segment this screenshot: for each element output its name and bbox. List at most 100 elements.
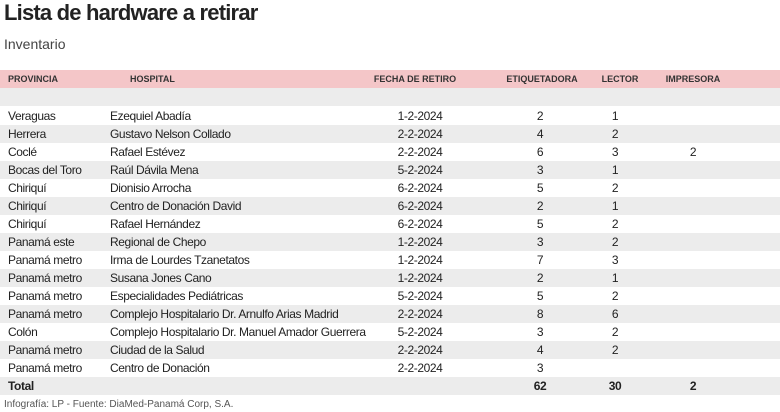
table-cell: Colón [8,325,38,339]
column-header: ETIQUETADORA [506,74,578,84]
table-row: Panamá metro Irma de Lourdes Tzanetatos 1-… [0,251,780,269]
table-cell: 2 [536,271,544,285]
table-cell: Regional de Chepo [110,235,206,249]
table-cell: Complejo Hospitalario Dr. Arnulfo Arias … [110,307,339,321]
table-cell: 6-2-2024 [397,217,443,231]
table-cell: Herrera [8,127,46,141]
column-header: FECHA DE RETIRO [373,74,457,84]
column-header: LECTOR [601,74,639,84]
table-cell: Irma de Lourdes Tzanetatos [110,253,250,267]
table-cell: Panamá metro [8,271,82,285]
table-cell: 6 [611,307,619,321]
table-cell: 2-2-2024 [397,307,443,321]
table-cell: 3 [536,361,544,375]
table-cell: Complejo Hospitalario Dr. Manuel Amador … [110,325,366,339]
table-row: Panamá metro Susana Jones Cano 1-2-2024 2 1 [0,269,780,287]
table-cell: 5 [536,181,544,195]
table-cell: 8 [536,307,544,321]
table-cell: 2 [611,289,619,303]
table-cell: 6-2-2024 [397,199,443,213]
table-cell: 2 [689,379,697,393]
table-cell: 1 [611,199,619,213]
table-cell: Raúl Dávila Mena [110,163,199,177]
table-cell: 1 [611,163,619,177]
table-row: Panamá metro Centro de Donación 2-2-2024 3 [0,359,780,377]
table-cell: Coclé [8,145,37,159]
table-cell: Especialidades Pediátricas [110,289,244,303]
table-cell: 2-2-2024 [397,343,443,357]
table-cell: 1-2-2024 [397,271,443,285]
table-cell: 2 [611,217,619,231]
table-cell: 2 [611,181,619,195]
table-cell: Ciudad de la Salud [110,343,205,357]
table-cell: Gustavo Nelson Collado [110,127,231,141]
table-cell: 5-2-2024 [397,325,443,339]
table-row: Herrera Gustavo Nelson Collado 2-2-2024 4 2 [0,125,780,143]
table-row: Bocas del Toro Raúl Dávila Mena 5-2-2024 3 1 [0,161,780,179]
table-cell: Chiriquí [8,181,47,195]
table-row: Chiriquí Rafael Hernández 6-2-2024 5 2 [0,215,780,233]
table-cell: 2 [536,109,544,123]
total-row: Total 62 30 2 [0,377,780,395]
table-cell: 5 [536,217,544,231]
table-row: Panamá este Regional de Chepo 1-2-2024 3 2 [0,233,780,251]
table-cell: Susana Jones Cano [110,271,212,285]
table-cell: 6 [536,145,544,159]
table-cell: 7 [536,253,544,267]
table-cell: 6-2-2024 [397,181,443,195]
table-cell: Panamá metro [8,307,82,321]
table-cell: 1-2-2024 [397,235,443,249]
table-cell: Veraguas [8,109,56,123]
table-cell: Panamá metro [8,343,82,357]
table-row: Coclé Rafael Estévez 2-2-2024 6 3 2 [0,143,780,161]
table-cell: 4 [536,127,544,141]
table-cell: 2-2-2024 [397,361,443,375]
table-cell: 2 [611,325,619,339]
table-cell: 1-2-2024 [397,253,443,267]
column-header: HOSPITAL [130,74,175,84]
subtitle: Inventario [4,36,66,52]
table-header: PROVINCIA HOSPITAL FECHA DE RETIRO ETIQUETA… [0,70,780,88]
table-cell: 1-2-2024 [397,109,443,123]
table-cell: 3 [536,163,544,177]
column-header: IMPRESORA [665,74,721,84]
table-row: Colón Complejo Hospitalario Dr. Manuel Am… [0,323,780,341]
table-cell: 3 [536,235,544,249]
table-cell: 4 [536,343,544,357]
table-cell: 2 [611,343,619,357]
table-cell: Panamá este [8,235,75,249]
table-cell: 5-2-2024 [397,163,443,177]
table-row: Chiriquí Dionisio Arrocha 6-2-2024 5 2 [0,179,780,197]
table-cell: 3 [536,325,544,339]
table-row: Chiriquí Centro de Donación David 6-2-2024… [0,197,780,215]
table-cell: Ezequiel Abadía [110,109,191,123]
title: Lista de hardware a retirar [4,0,258,25]
table-cell: 3 [611,253,619,267]
table-cell: 3 [611,145,619,159]
table-row: Panamá metro Complejo Hospitalario Dr. Ar… [0,305,780,323]
table-cell: 2-2-2024 [397,145,443,159]
table-cell: 62 [533,379,547,393]
table-cell: Panamá metro [8,253,82,267]
table-cell: Centro de Donación David [110,199,242,213]
table-cell: Chiriquí [8,199,47,213]
table-cell: Rafael Hernández [110,217,201,231]
table-cell: Panamá metro [8,289,82,303]
table-cell: Rafael Estévez [110,145,186,159]
spacer-row [0,88,780,106]
table-cell: 30 [608,379,622,393]
column-header: PROVINCIA [8,74,59,84]
table-cell: 2 [611,127,619,141]
table-cell: Total [8,379,34,393]
footer: Infografía: LP - Fuente: DiaMed-Panamá C… [4,399,234,410]
table-cell: 2-2-2024 [397,127,443,141]
table-row: Panamá metro Especialidades Pediátricas 5-… [0,287,780,305]
table-row: Veraguas Ezequiel Abadía 1-2-2024 2 1 [0,107,780,125]
table-row: Panamá metro Ciudad de la Salud 2-2-2024 4 2 [0,341,780,359]
table-cell: 5 [536,289,544,303]
table-cell: 2 [611,235,619,249]
table-cell: Dionisio Arrocha [110,181,191,195]
table-cell: Bocas del Toro [8,163,82,177]
table-cell: Panamá metro [8,361,82,375]
